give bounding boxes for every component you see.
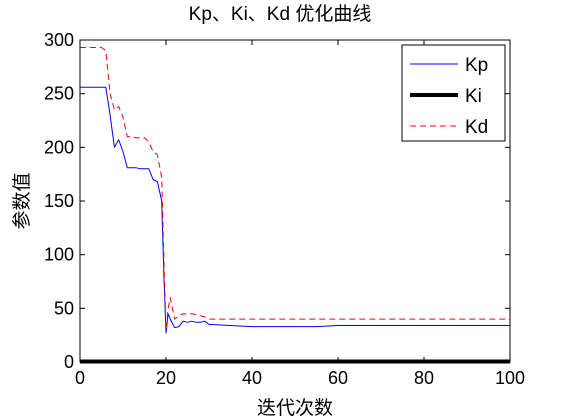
legend-label-ki: Ki: [465, 86, 482, 107]
y-axis: 0 50 100 150 200 250 300: [44, 30, 510, 372]
y-tick-label: 50: [54, 298, 74, 318]
y-tick-label: 200: [44, 137, 74, 157]
legend: Kp Ki Kd: [401, 44, 506, 142]
y-tick-label: 0: [64, 352, 74, 372]
y-tick-label: 100: [44, 245, 74, 265]
series-line-kp: [80, 86, 510, 334]
y-axis-label: 参数值: [11, 172, 33, 229]
legend-label-kp: Kp: [465, 55, 488, 76]
legend-label-kd: Kd: [465, 117, 488, 138]
y-tick-label: 150: [44, 191, 74, 211]
x-tick-label: 80: [414, 368, 434, 388]
x-tick-label: 100: [495, 368, 525, 388]
x-axis-label: 迭代次数: [257, 397, 333, 419]
chart-title: Kp、Ki、Kd 优化曲线: [189, 3, 372, 25]
x-axis: 0 20 40 60 80 100: [75, 40, 525, 388]
series-line-kd: [80, 47, 510, 331]
x-tick-label: 20: [156, 368, 176, 388]
y-tick-label: 250: [44, 84, 74, 104]
x-tick-label: 0: [75, 368, 85, 388]
y-tick-label: 300: [44, 30, 74, 50]
x-tick-label: 60: [328, 368, 348, 388]
x-tick-label: 40: [242, 368, 262, 388]
